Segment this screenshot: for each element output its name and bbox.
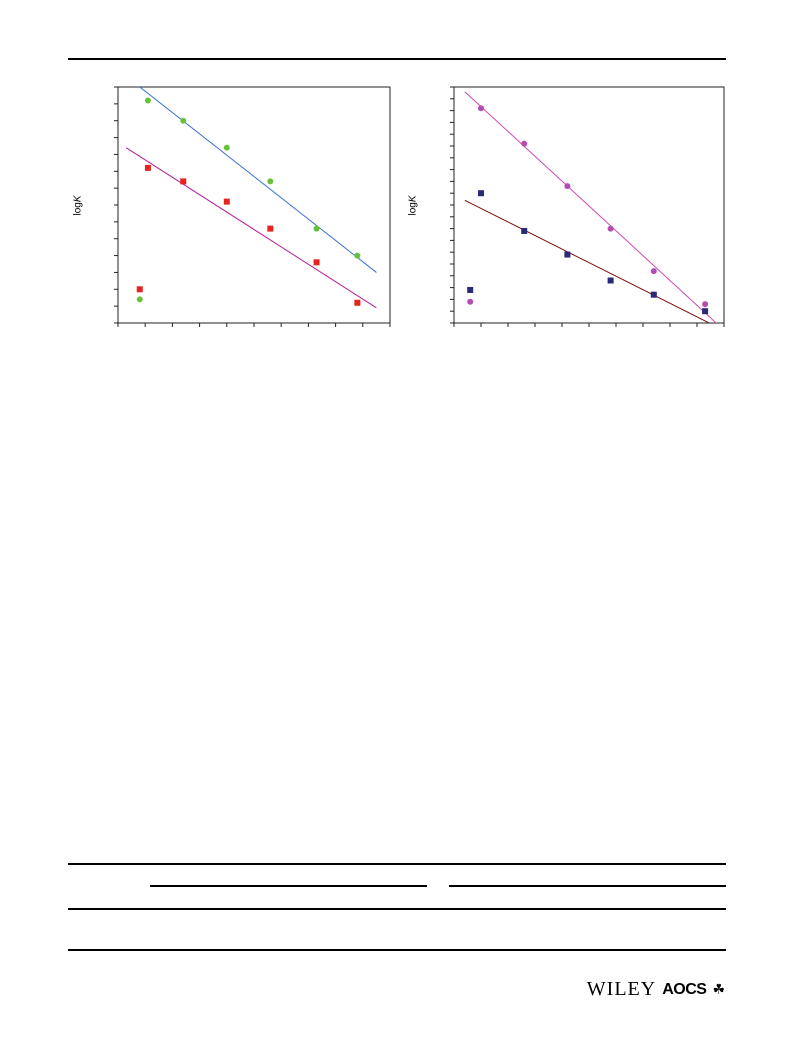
data-point-series-2 bbox=[144, 164, 151, 171]
data-point-series-2 bbox=[223, 198, 230, 205]
chart2-plot bbox=[450, 86, 725, 327]
data-point-series-2 bbox=[313, 259, 320, 266]
chart1-plot bbox=[114, 86, 391, 327]
data-point-series-1 bbox=[313, 225, 320, 232]
data-point-series-2 bbox=[521, 227, 528, 234]
table-top-rule bbox=[68, 863, 726, 865]
data-point-series-1 bbox=[354, 252, 361, 259]
data-point-series-1 bbox=[478, 105, 484, 112]
data-point-series-2 bbox=[267, 225, 274, 232]
data-point-series-2 bbox=[478, 190, 484, 197]
data-point-series-1 bbox=[702, 301, 709, 308]
table-spanner-right bbox=[449, 885, 726, 887]
data-point-series-2 bbox=[702, 308, 709, 315]
plot-frame bbox=[453, 86, 725, 324]
data-point-series-1 bbox=[223, 144, 230, 151]
data-point-series-2 bbox=[607, 277, 614, 284]
header-rule bbox=[68, 58, 726, 60]
data-point-series-1 bbox=[564, 183, 571, 190]
outlier-point-series-1 bbox=[467, 298, 474, 305]
data-point-series-1 bbox=[607, 225, 614, 232]
data-point-series-1 bbox=[521, 140, 528, 147]
outlier-point-series-2 bbox=[467, 286, 474, 293]
outlier-point-series-2 bbox=[136, 286, 143, 293]
aocs-mark-icon: ☘ bbox=[712, 981, 725, 997]
outlier-point-series-1 bbox=[136, 296, 143, 303]
fit-line-series-1 bbox=[139, 87, 377, 273]
fit-line-series-2 bbox=[464, 199, 711, 323]
aocs-wordmark: AOCS bbox=[662, 980, 707, 998]
wiley-wordmark: WILEY bbox=[586, 978, 657, 1000]
data-point-series-2 bbox=[650, 291, 657, 298]
publisher-logo: WILEY AOCS ☘ bbox=[587, 978, 725, 1001]
fit-line-series-2 bbox=[125, 147, 377, 309]
table-spanner-left bbox=[150, 885, 427, 887]
data-point-series-1 bbox=[144, 97, 151, 104]
data-point-series-2 bbox=[180, 178, 187, 185]
data-point-series-1 bbox=[180, 117, 187, 124]
fit-line-series-1 bbox=[464, 91, 717, 323]
table-header-rule bbox=[68, 908, 726, 910]
data-point-series-2 bbox=[564, 251, 571, 258]
table-bottom-rule bbox=[68, 949, 726, 951]
data-point-series-1 bbox=[267, 178, 274, 185]
data-point-series-1 bbox=[650, 268, 657, 275]
data-point-series-2 bbox=[354, 299, 361, 306]
